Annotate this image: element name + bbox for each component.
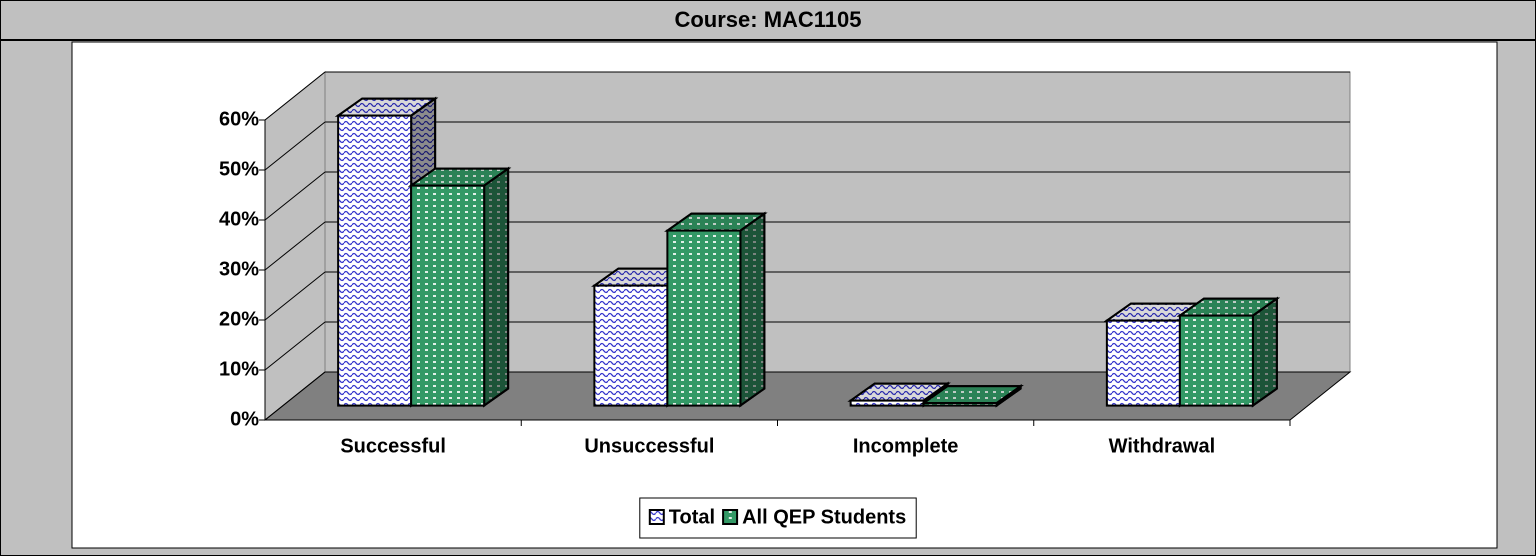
legend-swatch — [722, 509, 739, 525]
x-tick-label: Unsuccessful — [584, 435, 714, 457]
grid-line — [264, 221, 326, 271]
grid-line — [264, 371, 326, 421]
y-tick-label: 40% — [219, 208, 259, 230]
x-tick-label: Withdrawal — [1109, 435, 1216, 457]
grid-line — [264, 71, 326, 121]
bar — [666, 229, 742, 407]
x-tick-label: Successful — [340, 435, 446, 457]
legend: Total All QEP Students — [639, 497, 917, 539]
bar — [593, 284, 669, 407]
grid-line — [264, 171, 326, 221]
y-tick-label: 60% — [219, 108, 259, 130]
legend-swatch — [648, 509, 665, 525]
legend-label: Total — [669, 506, 715, 528]
y-tick-label: 10% — [219, 358, 259, 380]
y-tick-label: 50% — [219, 158, 259, 180]
bar-side-shade — [1251, 296, 1278, 408]
y-tick-label: 20% — [219, 308, 259, 330]
y-tick-label: 0% — [230, 408, 259, 430]
bar-side-shade — [739, 211, 766, 408]
x-tick-label: Incomplete — [853, 435, 959, 457]
grid-line — [264, 321, 326, 371]
chart-title: Course: MAC1105 — [674, 7, 861, 32]
bar — [1105, 319, 1181, 407]
bar — [410, 184, 486, 407]
y-tick-label: 30% — [219, 258, 259, 280]
bar — [849, 399, 925, 407]
bar-side-shade — [483, 166, 510, 408]
bar — [1178, 314, 1254, 407]
bar — [922, 402, 998, 407]
bar — [337, 114, 413, 407]
grid-line — [264, 271, 326, 321]
legend-label: All QEP Students — [742, 506, 906, 528]
grid-line — [264, 121, 326, 171]
legend-box — [639, 497, 917, 539]
